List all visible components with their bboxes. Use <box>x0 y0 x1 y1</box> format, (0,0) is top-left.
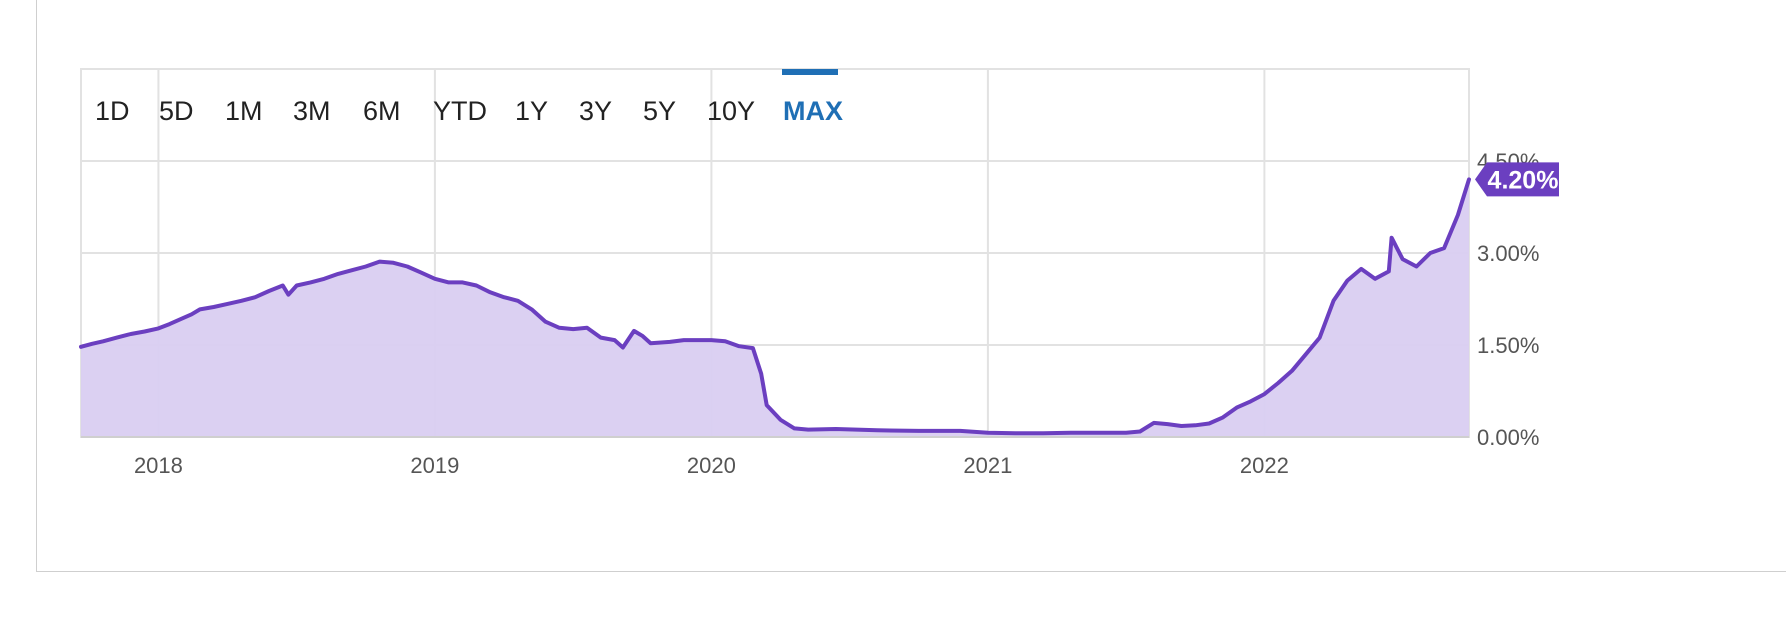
x-tick-label: 2022 <box>1240 453 1289 478</box>
range-option-label: 3Y <box>579 96 612 126</box>
y-tick-label: 1.50% <box>1477 333 1539 358</box>
current-value-badge-bg <box>1475 162 1559 197</box>
range-option-1d[interactable]: 1D <box>95 96 130 126</box>
range-option-label: 5D <box>159 96 194 126</box>
range-option-ytd[interactable]: YTD <box>433 96 487 126</box>
range-option-3y[interactable]: 3Y <box>579 96 612 126</box>
range-option-5y[interactable]: 5Y <box>643 96 676 126</box>
range-option-label: 10Y <box>707 96 755 126</box>
current-value-label: 4.20% <box>1488 166 1559 194</box>
range-option-6m[interactable]: 6M <box>363 96 401 126</box>
range-option-5d[interactable]: 5D <box>159 96 194 126</box>
range-option-10y[interactable]: 10Y <box>707 96 755 126</box>
range-option-label: 3M <box>293 96 331 126</box>
area-layer <box>79 177 1471 437</box>
range-option-label: 1M <box>225 96 263 126</box>
active-range-indicator <box>782 69 838 75</box>
chart-card: 1D 5D 1M 3M 6M YTD 1Y 3Y 5Y 10Y MAX 2018 2019 2020 20… <box>36 0 1786 572</box>
x-tick-label: 2018 <box>134 453 183 478</box>
x-tick-label: 2019 <box>410 453 459 478</box>
series-area <box>81 179 1469 437</box>
y-tick-label: 0.00% <box>1477 425 1539 450</box>
range-option-label: 1Y <box>515 96 548 126</box>
x-tick-label: 2021 <box>963 453 1012 478</box>
y-tick-label: 3.00% <box>1477 241 1539 266</box>
range-option-label: 5Y <box>643 96 676 126</box>
x-tick-label: 2020 <box>687 453 736 478</box>
rate-chart: 1D 5D 1M 3M 6M YTD 1Y 3Y 5Y 10Y MAX 2018 2019 2020 20… <box>79 68 1559 478</box>
range-option-3m[interactable]: 3M <box>293 96 331 126</box>
range-option-1y[interactable]: 1Y <box>515 96 548 126</box>
range-option-1m[interactable]: 1M <box>225 96 263 126</box>
range-option-max[interactable]: MAX <box>782 69 843 126</box>
range-option-label: 6M <box>363 96 401 126</box>
range-selector[interactable]: 1D 5D 1M 3M 6M YTD 1Y 3Y 5Y 10Y MAX <box>95 69 843 126</box>
range-option-label: YTD <box>433 96 487 126</box>
series-line <box>79 177 1471 436</box>
range-option-label: 1D <box>95 96 130 126</box>
range-option-label: MAX <box>783 96 843 126</box>
current-value-badge: 4.20% <box>1475 162 1559 197</box>
